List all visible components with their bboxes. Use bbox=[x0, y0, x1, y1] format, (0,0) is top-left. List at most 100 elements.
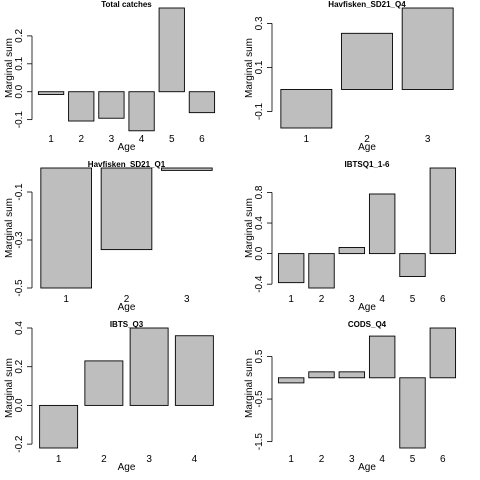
x-tick-label: 1 bbox=[288, 294, 294, 305]
x-axis-label: Age bbox=[358, 462, 376, 473]
chart-title: IBTSQ1_1-6 bbox=[345, 160, 390, 169]
x-tick-label: 1 bbox=[63, 294, 69, 305]
chart-title: Havfisken_SD21_Q1 bbox=[88, 160, 166, 169]
bar-age-3 bbox=[338, 371, 366, 379]
x-tick-label: 3 bbox=[109, 134, 115, 145]
chart-panel-2: 1 2 3 -0.1 0.1 0.3 Marginal sum Age Havfisken_SD… bbox=[244, 0, 454, 153]
y-tick-label: 0.2 bbox=[14, 29, 25, 43]
bar-age-2 bbox=[308, 253, 335, 289]
bar-age-2 bbox=[341, 32, 393, 90]
y-tick-label: 0.4 bbox=[254, 216, 265, 230]
y-tick-label: -0.1 bbox=[254, 102, 265, 120]
x-tick-label: 4 bbox=[192, 454, 198, 465]
x-tick-label: 2 bbox=[78, 134, 84, 145]
y-tick-label: 0.4 bbox=[14, 321, 25, 335]
y-tick-label: 0.3 bbox=[254, 16, 265, 30]
y-tick-label: -0.5 bbox=[254, 390, 265, 408]
bar-age-6 bbox=[429, 327, 457, 379]
bar-age-2 bbox=[100, 167, 153, 251]
x-tick-label: 2 bbox=[319, 294, 325, 305]
y-axis-label: Marginal sum bbox=[244, 358, 255, 418]
bar-age-2 bbox=[308, 371, 335, 379]
x-tick-label: 6 bbox=[440, 294, 446, 305]
x-tick-label: 3 bbox=[425, 134, 431, 145]
x-tick-label: 1 bbox=[288, 454, 294, 465]
x-tick-label: 1 bbox=[48, 134, 54, 145]
x-tick-label: 4 bbox=[379, 454, 385, 465]
bar-age-1 bbox=[280, 89, 333, 129]
chart-title: Total catches bbox=[101, 0, 152, 9]
y-tick-label: 0.8 bbox=[254, 185, 265, 199]
x-tick-label: 5 bbox=[169, 134, 175, 145]
y-tick-label: 0.1 bbox=[14, 56, 25, 70]
bar-age-5 bbox=[158, 7, 185, 93]
bar-age-3 bbox=[98, 91, 125, 119]
x-tick-label: 2 bbox=[364, 134, 370, 145]
x-tick-label: 6 bbox=[440, 454, 446, 465]
chart-title: Havfisken_SD21_Q4 bbox=[328, 0, 406, 9]
x-axis-label: Age bbox=[358, 142, 376, 153]
x-tick-label: 1 bbox=[56, 454, 62, 465]
y-axis-label: Marginal sum bbox=[4, 358, 15, 418]
y-tick-label: -0.5 bbox=[14, 279, 25, 297]
y-tick-label: -0.2 bbox=[14, 435, 25, 453]
bar-age-3 bbox=[401, 7, 454, 90]
y-tick-label: 0.2 bbox=[14, 359, 25, 373]
x-axis-label: Age bbox=[358, 302, 376, 313]
y-axis-label: Marginal sum bbox=[4, 198, 15, 258]
bar-age-2 bbox=[68, 91, 95, 122]
y-axis-label: Marginal sum bbox=[4, 38, 15, 98]
x-tick-label: 1 bbox=[304, 134, 310, 145]
bar-age-1 bbox=[277, 377, 305, 384]
x-axis-label: Age bbox=[118, 462, 136, 473]
y-tick-label: 0.0 bbox=[254, 246, 265, 260]
y-tick-label: -1.5 bbox=[254, 433, 265, 451]
bar-age-3 bbox=[129, 327, 169, 406]
y-axis-label: Marginal sum bbox=[244, 198, 255, 258]
y-tick-label: -0.3 bbox=[14, 231, 25, 249]
bar-age-4 bbox=[128, 91, 155, 132]
x-axis-label: Age bbox=[118, 302, 136, 313]
y-tick-label: 0.0 bbox=[14, 398, 25, 412]
chart-title: CODS_Q4 bbox=[348, 320, 387, 329]
y-tick-label: 0.5 bbox=[254, 349, 265, 363]
x-tick-label: 3 bbox=[146, 454, 152, 465]
bar-age-4 bbox=[368, 193, 396, 255]
y-tick-label: 0.0 bbox=[14, 84, 25, 98]
bar-age-1 bbox=[277, 253, 305, 284]
x-tick-label: 2 bbox=[319, 454, 325, 465]
bar-age-6 bbox=[188, 91, 216, 114]
y-axis-label: Marginal sum bbox=[244, 38, 255, 98]
bar-age-3 bbox=[161, 167, 213, 171]
bar-age-2 bbox=[84, 360, 124, 406]
bar-age-1 bbox=[37, 91, 65, 95]
y-tick-label: 0.1 bbox=[254, 60, 265, 74]
y-tick-label: -0.4 bbox=[254, 275, 265, 293]
x-tick-label: 5 bbox=[410, 294, 416, 305]
y-tick-label: -0.1 bbox=[14, 111, 25, 129]
bar-age-4 bbox=[368, 335, 396, 379]
x-axis-label: Age bbox=[118, 142, 136, 153]
bar-age-6 bbox=[429, 167, 457, 255]
x-tick-label: 4 bbox=[139, 134, 145, 145]
chart-title: IBTS_Q3 bbox=[110, 320, 144, 329]
chart-panel-5: 1 2 3 4 -0.2 0.0 0.2 0.4 Marginal sum Age IBTS_Q3 bbox=[4, 320, 214, 473]
bar-age-4 bbox=[174, 335, 214, 406]
x-tick-label: 3 bbox=[184, 294, 190, 305]
x-tick-label: 4 bbox=[379, 294, 385, 305]
y-tick-label: -0.1 bbox=[14, 183, 25, 201]
bar-age-5 bbox=[399, 377, 426, 449]
bar-age-3 bbox=[338, 247, 366, 255]
x-tick-label: 3 bbox=[349, 454, 355, 465]
x-tick-label: 2 bbox=[124, 294, 130, 305]
bar-age-5 bbox=[399, 253, 426, 277]
bar-age-1 bbox=[40, 167, 92, 289]
x-tick-label: 3 bbox=[349, 294, 355, 305]
x-tick-label: 2 bbox=[101, 454, 107, 465]
bar-age-1 bbox=[39, 404, 79, 449]
